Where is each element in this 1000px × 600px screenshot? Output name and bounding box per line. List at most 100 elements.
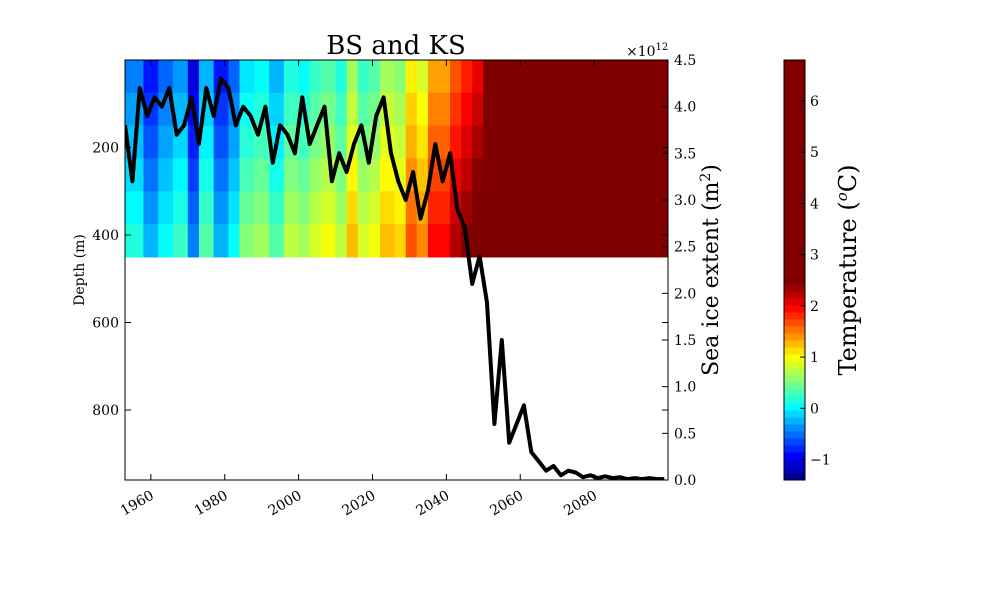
colorbar-level	[784, 459, 805, 467]
heatmap-cell	[394, 60, 407, 94]
heatmap-cell	[416, 224, 429, 258]
sea-ice-tick-label: 4.0	[674, 100, 696, 116]
heatmap-cell	[346, 158, 359, 192]
year-tick-label: 2020	[340, 488, 379, 520]
heatmap-cell	[213, 191, 230, 225]
heatmap-cell	[173, 158, 189, 192]
sea-ice-tick-label: 1.5	[674, 333, 696, 349]
heatmap-cell	[158, 224, 174, 258]
heatmap-cell	[228, 60, 241, 94]
heatmap-cell	[187, 158, 200, 192]
heatmap-cell	[346, 125, 359, 160]
heatmap-cell	[158, 60, 174, 94]
colorbar-tick-label: 2	[810, 299, 819, 315]
colorbar-level	[784, 242, 805, 250]
heatmap-cell	[357, 158, 370, 192]
heatmap-cell	[472, 224, 484, 258]
sea-ice-tick-label: 1.0	[674, 380, 696, 396]
heatmap-cell	[143, 224, 159, 258]
heatmap-cell	[427, 224, 440, 258]
heatmap-cell	[416, 158, 429, 192]
colorbar-level	[784, 130, 805, 138]
heatmap-cell	[173, 191, 189, 225]
heatmap-cell	[239, 224, 255, 258]
colorbar-level	[784, 221, 805, 229]
heatmap-cell	[368, 224, 381, 258]
colorbar-level	[784, 137, 805, 145]
heatmap-cell	[198, 125, 215, 160]
heatmap-cell	[405, 191, 418, 225]
heatmap-cell	[254, 224, 270, 258]
heatmap-cell	[450, 158, 462, 192]
heatmap-cell	[461, 92, 473, 127]
heatmap-cell	[239, 125, 255, 160]
colorbar-level	[784, 109, 805, 117]
heatmap-cell	[298, 158, 311, 192]
heatmap-cell	[427, 125, 440, 160]
heatmap-cell	[438, 92, 451, 127]
colorbar-level	[784, 431, 805, 439]
colorbar-level	[784, 277, 805, 285]
colorbar-tick-label: 4	[810, 196, 819, 212]
heatmap-cell	[416, 92, 429, 127]
heatmap-cell	[346, 224, 359, 258]
heatmap-cell	[438, 224, 451, 258]
heatmap-cell	[379, 224, 396, 258]
heatmap-cell	[357, 191, 370, 225]
colorbar-level	[784, 340, 805, 348]
heatmap-cell	[309, 125, 322, 160]
heatmap-cell	[283, 191, 300, 225]
colorbar-level	[784, 235, 805, 243]
colorbar-level	[784, 116, 805, 124]
colorbar-level	[784, 60, 805, 68]
temperature-heatmap	[125, 60, 668, 258]
chart-title: BS and KS	[326, 31, 466, 61]
colorbar-level	[784, 382, 805, 390]
colorbar-level	[784, 228, 805, 236]
sea-ice-extent-line	[125, 76, 665, 480]
colorbar-level	[784, 445, 805, 453]
heatmap-cell	[269, 60, 285, 94]
colorbar-label: Temperature (oC)	[833, 165, 862, 376]
colorbar-tick-label: −1	[810, 453, 831, 469]
heatmap-cell	[254, 158, 270, 192]
heatmap-cell	[228, 191, 241, 225]
heatmap-cell	[158, 191, 174, 225]
heatmap-cell	[335, 224, 348, 258]
colorbar-level	[784, 305, 805, 313]
colorbar-level	[784, 186, 805, 194]
depth-tick-label: 400	[92, 228, 119, 244]
heatmap-cell	[283, 60, 300, 94]
heatmap-cell	[427, 92, 440, 127]
colorbar-level	[784, 144, 805, 152]
colorbar-level	[784, 207, 805, 215]
sea-ice-axis: 0.0 0.5 1.0 1.5 2.0 2.5 3.0 3.5 4.0 4.5	[662, 53, 696, 489]
heatmap-cell	[298, 60, 311, 94]
heatmap-cell	[368, 125, 381, 160]
heatmap-cell	[213, 125, 230, 160]
colorbar-level	[784, 333, 805, 341]
heatmap-cell	[405, 125, 418, 160]
heatmap-cell	[490, 224, 668, 258]
heatmap-cell	[269, 92, 285, 127]
heatmap-cell	[461, 60, 473, 94]
heatmap-cell	[283, 158, 300, 192]
heatmap-cell	[472, 158, 484, 192]
heatmap-cell	[239, 158, 255, 192]
heatmap-cell	[472, 60, 484, 94]
heatmap-cell	[427, 158, 440, 192]
heatmap-cell	[490, 60, 668, 94]
year-tick-label: 1960	[118, 488, 157, 520]
colorbar-level	[784, 179, 805, 187]
heatmap-cell	[394, 125, 407, 160]
colorbar-level	[784, 417, 805, 425]
colorbar-level	[784, 158, 805, 166]
colorbar-level	[784, 284, 805, 292]
heatmap-cell	[490, 125, 668, 160]
heatmap-cell	[187, 125, 200, 160]
heatmap-cell	[269, 224, 285, 258]
heatmap-cell	[335, 158, 348, 192]
sea-ice-tick-label: 3.5	[674, 146, 696, 162]
heatmap-cell	[187, 191, 200, 225]
colorbar-level	[784, 424, 805, 432]
